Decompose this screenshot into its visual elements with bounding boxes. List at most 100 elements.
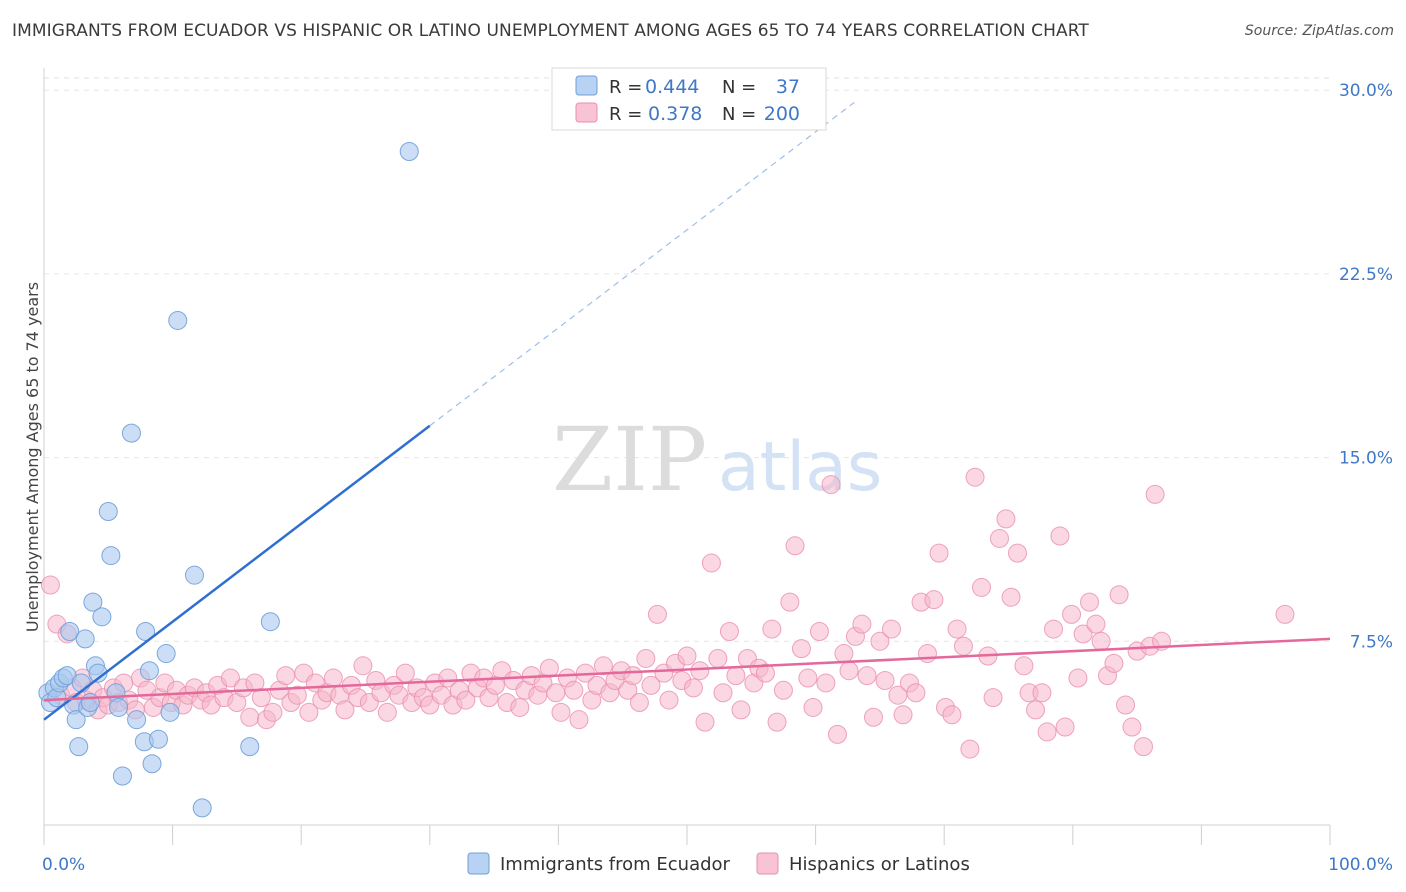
- hispanics-point: [593, 656, 613, 676]
- hispanics-point: [323, 668, 343, 688]
- hispanics-point: [263, 702, 283, 722]
- hispanics-point: [798, 668, 818, 688]
- hispanics-point: [726, 666, 746, 686]
- hispanics-point: [857, 666, 877, 686]
- hispanics-point: [1032, 683, 1052, 703]
- hispanics-point: [569, 710, 589, 730]
- hispanics-point: [1068, 668, 1088, 688]
- hispanics-point: [287, 685, 307, 705]
- hispanics-point: [971, 577, 991, 597]
- ecuador-point: [148, 729, 168, 749]
- hispanics-point: [767, 712, 787, 732]
- hispanics-point: [377, 702, 397, 722]
- hispanics-point: [623, 666, 643, 686]
- hispanics-point: [695, 712, 715, 732]
- x-tick-label-min: 0.0%: [42, 855, 85, 875]
- legend-n-value-2: 200: [764, 103, 800, 125]
- hispanics-point: [1014, 656, 1034, 676]
- hispanics-point: [929, 543, 949, 563]
- hispanics-point: [40, 575, 60, 595]
- hispanics-point: [1044, 619, 1064, 639]
- y-tick-label-1: 15.0%: [1339, 449, 1393, 469]
- legend-n-value-1: 37: [776, 76, 800, 98]
- ecuador-point: [92, 607, 112, 627]
- hispanics-point: [1001, 587, 1021, 607]
- source-label: Source: ZipAtlas.com: [1244, 23, 1394, 39]
- hispanics-point: [677, 646, 697, 666]
- hispanics-point: [456, 690, 476, 710]
- ecuador-point: [168, 310, 188, 330]
- series-legend: Immigrants from Ecuador Hispanics or Lat…: [467, 852, 970, 875]
- hispanics-point: [220, 668, 240, 688]
- ecuador-point: [160, 702, 180, 722]
- legend-n-label-2: N =: [722, 104, 756, 125]
- bottom-legend-swatch-ecuador: [467, 852, 490, 875]
- ecuador-point: [156, 644, 176, 664]
- hispanics-point: [1080, 592, 1100, 612]
- hispanics-point: [1091, 631, 1111, 651]
- hispanics-point: [719, 622, 739, 642]
- ecuador-point: [98, 502, 118, 522]
- hispanics-point: [276, 666, 296, 686]
- ecuador-point: [60, 622, 80, 642]
- trend-lines: [43, 102, 1331, 721]
- hispanics-point: [839, 661, 859, 681]
- hispanics-point: [953, 636, 973, 656]
- legend-r-label-2: R =: [609, 104, 642, 125]
- hispanics-point: [708, 648, 728, 668]
- hispanics-point: [636, 648, 656, 668]
- hispanics-point: [251, 688, 271, 708]
- ecuador-point: [142, 754, 162, 774]
- ecuador-point: [139, 661, 159, 681]
- hispanics-point: [641, 675, 661, 695]
- hispanics-point: [924, 590, 944, 610]
- hispanics-point: [960, 739, 980, 759]
- hispanics-point: [791, 639, 811, 659]
- watermark: ZIP atlas: [552, 408, 882, 511]
- hispanics-trend-line: [43, 637, 1331, 702]
- hispanics-point: [335, 700, 355, 720]
- hispanics-point: [1037, 722, 1057, 742]
- hispanics-point: [647, 604, 667, 624]
- ecuador-point: [109, 697, 129, 717]
- ecuador-point: [184, 565, 204, 585]
- hispanics-point: [353, 656, 373, 676]
- x-tick-label-max: 100.0%: [1328, 855, 1393, 875]
- ecuador-point: [83, 592, 103, 612]
- hispanics-point: [1275, 604, 1295, 624]
- y-axis-label: Unemployment Among Ages 65 to 74 years: [23, 282, 42, 632]
- y-tick-labels: 7.5% 15.0% 22.5% 30.0%: [1339, 81, 1393, 652]
- legend-r-label-1: R =: [609, 77, 642, 98]
- y-tick-label-2: 22.5%: [1339, 265, 1393, 285]
- hispanics-point: [834, 644, 854, 664]
- hispanics-point: [1116, 695, 1136, 715]
- hispanics-point: [863, 707, 883, 727]
- hispanics-point: [827, 724, 847, 744]
- bottom-legend-hispanics: Hispanics or Latinos: [789, 854, 970, 875]
- series-hispanics-points: [40, 467, 1295, 759]
- hispanics-point: [240, 707, 260, 727]
- hispanics-point: [551, 702, 571, 722]
- legend-box: [551, 67, 827, 131]
- hispanics-point: [629, 693, 649, 713]
- hispanics-point: [870, 631, 890, 651]
- hispanics-point: [942, 705, 962, 725]
- hispanics-point: [965, 467, 985, 487]
- hispanics-point: [755, 663, 775, 683]
- ecuador-point: [71, 673, 91, 693]
- hispanics-point: [1073, 624, 1093, 644]
- hispanics-point: [906, 683, 926, 703]
- hispanics-point: [395, 663, 415, 683]
- hispanics-point: [917, 644, 937, 664]
- legend-r-value-1: 0.444: [645, 76, 699, 98]
- ecuador-point: [192, 798, 212, 818]
- hispanics-point: [989, 528, 1009, 548]
- y-tick-label-0: 7.5%: [1350, 632, 1393, 652]
- watermark-atlas: atlas: [718, 428, 882, 507]
- x-tick-labels: 0.0% 100.0%: [42, 855, 1393, 875]
- hispanics-point: [299, 702, 319, 722]
- hispanics-point: [803, 697, 823, 717]
- ecuador-point: [121, 423, 141, 443]
- chart-title: IMMIGRANTS FROM ECUADOR VS HISPANIC OR L…: [12, 21, 1089, 41]
- hispanics-point: [780, 592, 800, 612]
